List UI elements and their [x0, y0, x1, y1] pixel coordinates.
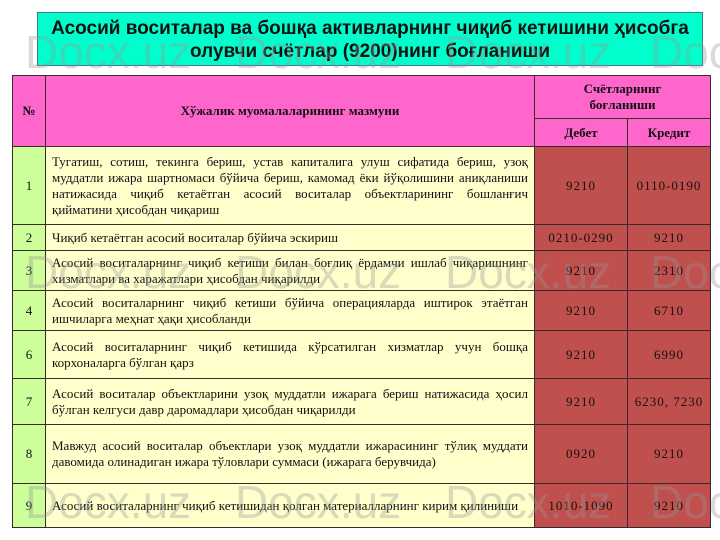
debit-account: 9210: [534, 330, 628, 379]
debit-account: 9210: [534, 378, 628, 425]
row-number: 6: [12, 330, 46, 379]
row-description: Тугатиш, сотиш, текинга бериш, устав кап…: [45, 146, 535, 225]
debit-account: 9210: [534, 250, 628, 291]
page-title: Асосий воситалар ва бошқа активларнинг ч…: [37, 12, 703, 66]
credit-account: 9210: [627, 483, 711, 528]
row-description: Асосий воситаларнинг чиқиб кетиши билан …: [45, 250, 535, 291]
header-accounts: Счётларнинг боғланиши: [534, 75, 711, 119]
row-number: 3: [12, 250, 46, 291]
debit-account: 0920: [534, 424, 628, 484]
row-description: Асосий воситаларнинг чиқиб кетиши бўйича…: [45, 290, 535, 331]
row-description: Асосий воситалар объектларини узоқ мудда…: [45, 378, 535, 425]
row-number: 8: [12, 424, 46, 484]
row-number: 2: [12, 224, 46, 251]
row-description: Асосий воситаларнинг чиқиб кетишида кўрс…: [45, 330, 535, 379]
row-number: 9: [12, 483, 46, 528]
header-num: №: [12, 75, 46, 147]
table-row: 4 Асосий воситаларнинг чиқиб кетиши бўйич…: [12, 290, 711, 331]
header-content: Хўжалик муомалаларининг мазмуни: [45, 75, 535, 147]
debit-account: 9210: [534, 146, 628, 225]
credit-account: 6710: [627, 290, 711, 331]
row-description: Чиқиб кетаётган асосий воситалар бўйича …: [45, 224, 535, 251]
credit-account: 0110-0190: [627, 146, 711, 225]
row-description: Мавжуд асосий воситалар объектлари узоқ …: [45, 424, 535, 484]
debit-account: 9210: [534, 290, 628, 331]
row-number: 7: [12, 378, 46, 425]
header-debit: Дебет: [534, 118, 628, 147]
accounts-table: № Хўжалик муомалаларининг мазмуни Счётла…: [12, 75, 711, 528]
table-row: 3 Асосий воситаларнинг чиқиб кетиши билан…: [12, 250, 711, 291]
debit-account: 0210-0290: [534, 224, 628, 251]
credit-account: 6990: [627, 330, 711, 379]
debit-account: 1010-1090: [534, 483, 628, 528]
table-row: 9 Асосий воситаларнинг чиқиб кетишидан қо…: [12, 483, 711, 528]
table-row: 7 Асосий воситалар объектларини узоқ мудд…: [12, 378, 711, 425]
row-number: 4: [12, 290, 46, 331]
table-row: 1 Тугатиш, сотиш, текинга бериш, устав ка…: [12, 146, 711, 225]
credit-account: 9210: [627, 424, 711, 484]
credit-account: 9210: [627, 224, 711, 251]
row-description: Асосий воситаларнинг чиқиб кетишидан қол…: [45, 483, 535, 528]
table-row: 2 Чиқиб кетаётган асосий воситалар бўйича…: [12, 224, 711, 251]
table-row: 6 Асосий воситаларнинг чиқиб кетишида кўр…: [12, 330, 711, 379]
header-credit: Кредит: [627, 118, 711, 147]
row-number: 1: [12, 146, 46, 225]
credit-account: 2310: [627, 250, 711, 291]
table-row: 8 Мавжуд асосий воситалар объектлари узоқ…: [12, 424, 711, 484]
credit-account: 6230, 7230: [627, 378, 711, 425]
